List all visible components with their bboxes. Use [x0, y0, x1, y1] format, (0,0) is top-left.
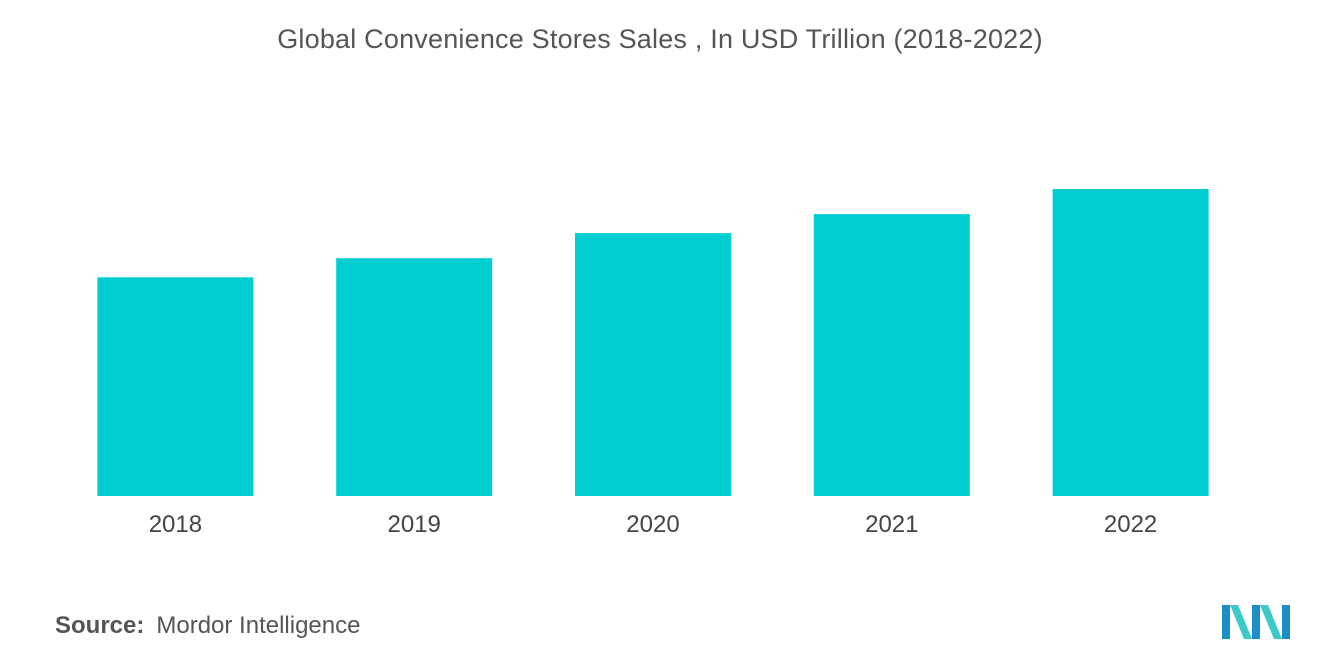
bar-2021: [813, 214, 970, 496]
bars-group: [97, 189, 1209, 496]
chart-title: Global Convenience Stores Sales , In USD…: [277, 24, 1043, 54]
bar-2020: [575, 233, 731, 496]
source-label: Source:: [55, 612, 145, 639]
bar-2018: [97, 277, 254, 496]
x-tick-label-2018: 2018: [149, 511, 202, 538]
source-note: Source: Mordor Intelligence: [55, 612, 360, 640]
bar-2019: [336, 258, 493, 496]
logo-right-bar: [1282, 605, 1290, 639]
x-tick-label-2019: 2019: [388, 511, 441, 538]
x-tick-label-2022: 2022: [1104, 511, 1157, 538]
logo-right-diagonal: [1260, 605, 1282, 639]
bar-2022: [1052, 189, 1209, 496]
logo-left-diagonal: [1230, 605, 1252, 639]
logo-left-bar: [1222, 605, 1230, 639]
mordor-intelligence-logo-icon: [1222, 605, 1290, 639]
x-tick-labels-group: 2018 2019 2020 2021 2022: [149, 511, 1158, 538]
x-tick-label-2020: 2020: [626, 511, 679, 538]
x-tick-label-2021: 2021: [865, 511, 918, 538]
logo-mid-bar: [1252, 605, 1260, 639]
source-text: Mordor Intelligence: [156, 612, 361, 639]
